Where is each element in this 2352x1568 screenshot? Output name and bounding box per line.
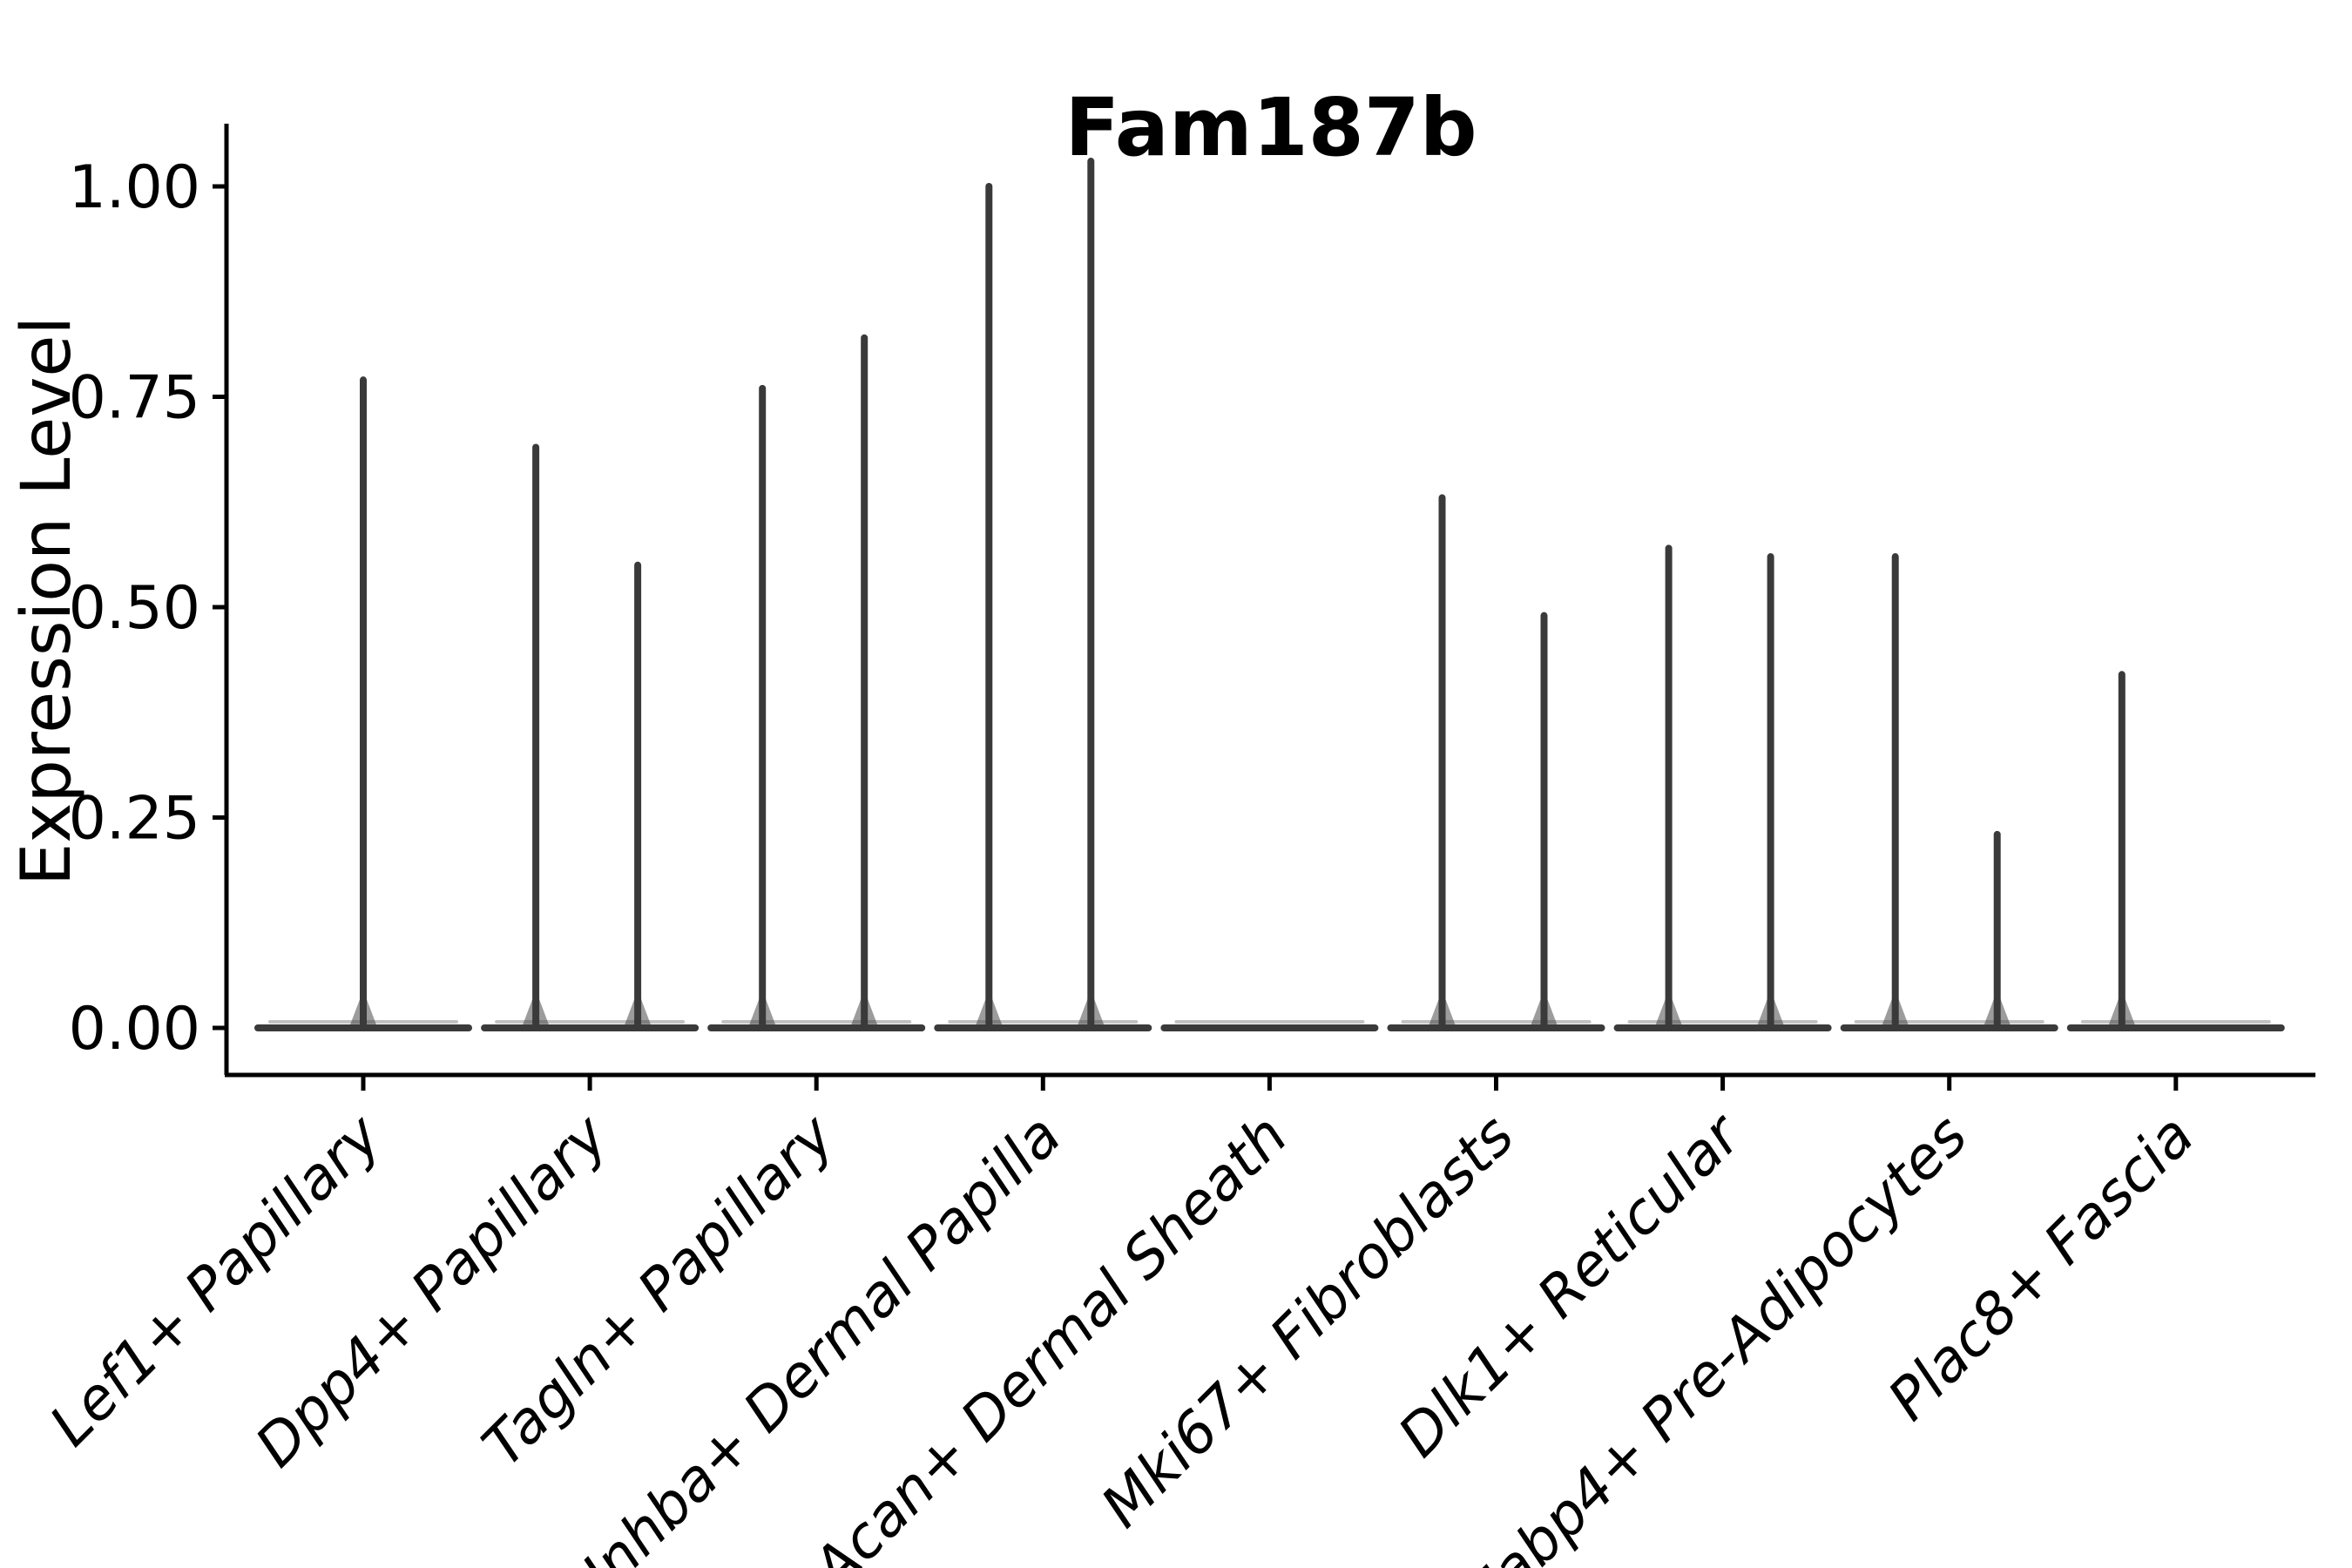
x-tick-label: Mki67+ Fibroblasts (1088, 1102, 1526, 1540)
y-tick-label: 0.00 (69, 995, 200, 1064)
y-tick-label: 1.00 (69, 153, 200, 222)
y-tick-label: 0.50 (69, 574, 200, 643)
y-tick-label: 0.25 (69, 785, 200, 854)
y-axis-label: Expression Level (8, 316, 86, 886)
y-tick-label: 0.75 (69, 364, 200, 433)
chart-title: Fam187b (1064, 81, 1477, 174)
